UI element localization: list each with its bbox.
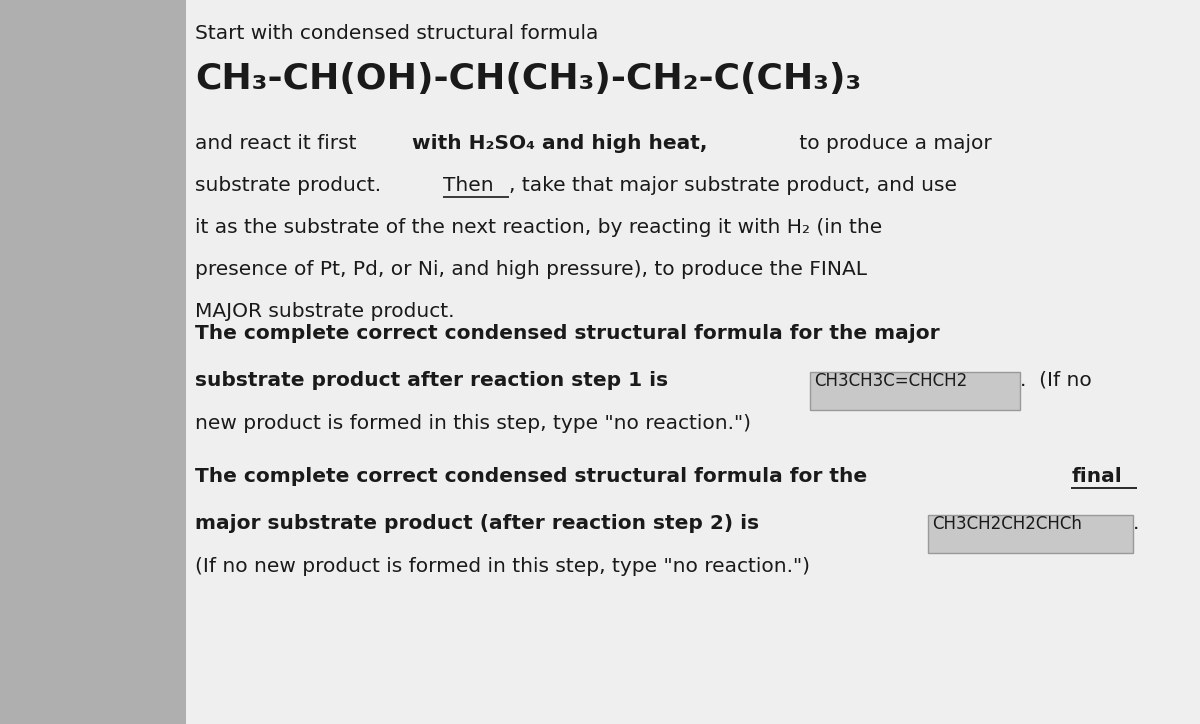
Text: new product is formed in this step, type "no reaction."): new product is formed in this step, type… — [194, 414, 751, 433]
Text: major substrate product (after reaction step 2) is: major substrate product (after reaction … — [194, 514, 760, 533]
Text: Then: Then — [443, 176, 494, 195]
Text: substrate product.: substrate product. — [194, 176, 388, 195]
Text: substrate product after reaction step 1 is: substrate product after reaction step 1 … — [194, 371, 668, 390]
Bar — [810, 372, 1020, 410]
Text: .  (If no: . (If no — [1020, 371, 1092, 390]
Text: CH₃-CH(OH)-CH(CH₃)-CH₂-C(CH₃)₃: CH₃-CH(OH)-CH(CH₃)-CH₂-C(CH₃)₃ — [194, 62, 862, 96]
Bar — [0, 0, 186, 724]
Bar — [186, 0, 1200, 724]
Text: (If no new product is formed in this step, type "no reaction."): (If no new product is formed in this ste… — [194, 557, 810, 576]
Text: The complete correct condensed structural formula for the major: The complete correct condensed structura… — [194, 324, 940, 343]
Text: presence of Pt, Pd, or Ni, and high pressure), to produce the FINAL: presence of Pt, Pd, or Ni, and high pres… — [194, 260, 866, 279]
Text: CH3CH2CH2CHCh: CH3CH2CH2CHCh — [932, 515, 1081, 533]
Text: it as the substrate of the next reaction, by reacting it with H₂ (in the: it as the substrate of the next reaction… — [194, 218, 882, 237]
Text: final: final — [1072, 467, 1122, 486]
Text: The complete correct condensed structural formula for the: The complete correct condensed structura… — [194, 467, 874, 486]
Text: to produce a major: to produce a major — [793, 134, 991, 153]
Text: MAJOR substrate product.: MAJOR substrate product. — [194, 302, 455, 321]
Text: with H₂SO₄ and high heat,: with H₂SO₄ and high heat, — [412, 134, 707, 153]
Text: Start with condensed structural formula: Start with condensed structural formula — [194, 24, 599, 43]
Bar — [928, 515, 1133, 553]
Text: .: . — [1133, 514, 1140, 533]
Text: CH3CH3C=CHCH2: CH3CH3C=CHCH2 — [815, 372, 967, 390]
Text: and react it first: and react it first — [194, 134, 362, 153]
Text: , take that major substrate product, and use: , take that major substrate product, and… — [509, 176, 956, 195]
